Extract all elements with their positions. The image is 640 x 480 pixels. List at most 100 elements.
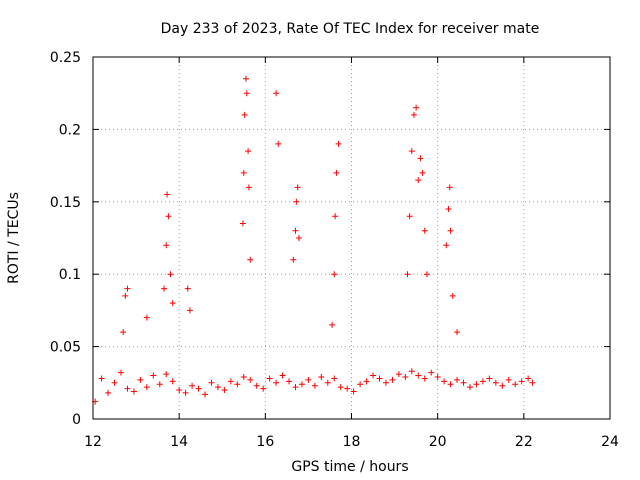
data-point (305, 376, 312, 383)
data-point (298, 381, 305, 388)
data-point (512, 381, 519, 388)
data-point (441, 378, 448, 385)
chart-title: Day 233 of 2023, Rate Of TEC Index for r… (161, 21, 540, 37)
data-point (486, 375, 493, 382)
data-point (460, 379, 467, 386)
data-point (240, 169, 247, 176)
y-tick-label: 0.2 (59, 122, 81, 138)
data-point (415, 177, 422, 184)
data-point (505, 376, 512, 383)
data-point (518, 378, 525, 385)
data-point (240, 374, 247, 381)
data-point (184, 285, 191, 292)
data-point (408, 368, 415, 375)
data-point (331, 375, 338, 382)
data-point (253, 382, 260, 389)
data-point (189, 382, 196, 389)
data-point (479, 378, 486, 385)
y-tick-label: 0.1 (59, 267, 81, 283)
data-point (415, 372, 422, 379)
x-tick-label: 12 (84, 434, 102, 450)
data-point (389, 376, 396, 383)
data-point (143, 314, 150, 321)
data-point (118, 369, 125, 376)
data-point (202, 391, 209, 398)
data-point (286, 378, 293, 385)
data-point (279, 372, 286, 379)
data-point (266, 375, 273, 382)
data-point (350, 388, 357, 395)
x-tick-label: 16 (256, 434, 274, 450)
data-point (195, 385, 202, 392)
data-point (445, 206, 452, 213)
data-point (324, 379, 331, 386)
data-point (243, 90, 250, 97)
data-point (466, 384, 473, 391)
data-point (413, 104, 420, 111)
data-point (167, 271, 174, 278)
data-point (275, 140, 282, 147)
data-point (214, 384, 221, 391)
data-point (169, 378, 176, 385)
data-point (331, 271, 338, 278)
data-point (294, 184, 301, 191)
y-tick-label: 0.15 (50, 195, 81, 211)
data-point (446, 184, 453, 191)
data-point (428, 369, 435, 376)
data-point (247, 376, 254, 383)
data-point (122, 292, 129, 299)
data-point (410, 111, 417, 118)
data-point (344, 385, 351, 392)
data-point (329, 321, 336, 328)
data-point (421, 227, 428, 234)
data-point (260, 385, 267, 392)
y-tick-labels: 0 0.05 0.1 0.15 0.2 0.25 (50, 50, 81, 428)
data-point (241, 111, 248, 118)
data-point (335, 140, 342, 147)
data-point (295, 235, 302, 241)
data-point (124, 385, 131, 392)
x-tick-label: 24 (601, 434, 619, 450)
data-point (239, 220, 246, 227)
data-points (92, 75, 536, 405)
data-point (318, 374, 325, 381)
data-point (332, 213, 339, 220)
data-point (163, 371, 170, 378)
data-point (290, 256, 297, 263)
y-tick-label: 0 (72, 412, 81, 428)
x-axis-label: GPS time / hours (291, 459, 408, 475)
data-point (292, 227, 299, 234)
data-point (163, 242, 170, 249)
data-point (417, 155, 424, 162)
data-point (137, 376, 144, 383)
data-point (273, 379, 280, 386)
data-point (227, 378, 234, 385)
data-point (165, 213, 172, 220)
data-point (234, 381, 241, 388)
axis-ticks (92, 56, 611, 420)
data-point (176, 387, 183, 394)
x-tick-label: 18 (343, 434, 361, 450)
x-tick-labels: 12 14 16 18 20 22 24 (84, 434, 619, 450)
data-point (150, 372, 157, 379)
y-tick-label: 0.25 (50, 50, 81, 66)
data-point (333, 169, 340, 176)
x-tick-label: 20 (429, 434, 447, 450)
y-axis-label: ROTI / TECUs (6, 192, 22, 284)
data-point (245, 184, 252, 191)
grid-lines (93, 57, 610, 419)
data-point (447, 227, 454, 234)
data-point (447, 381, 454, 388)
data-point (499, 382, 506, 389)
data-point (382, 379, 389, 386)
data-point (293, 198, 300, 205)
data-point (242, 75, 249, 82)
data-point (120, 329, 127, 336)
data-point (406, 213, 413, 220)
data-point (130, 388, 137, 395)
data-point (311, 382, 318, 389)
data-point (402, 374, 409, 381)
y-tick-label: 0.05 (50, 340, 81, 356)
x-tick-label: 22 (515, 434, 533, 450)
data-point (363, 378, 370, 385)
